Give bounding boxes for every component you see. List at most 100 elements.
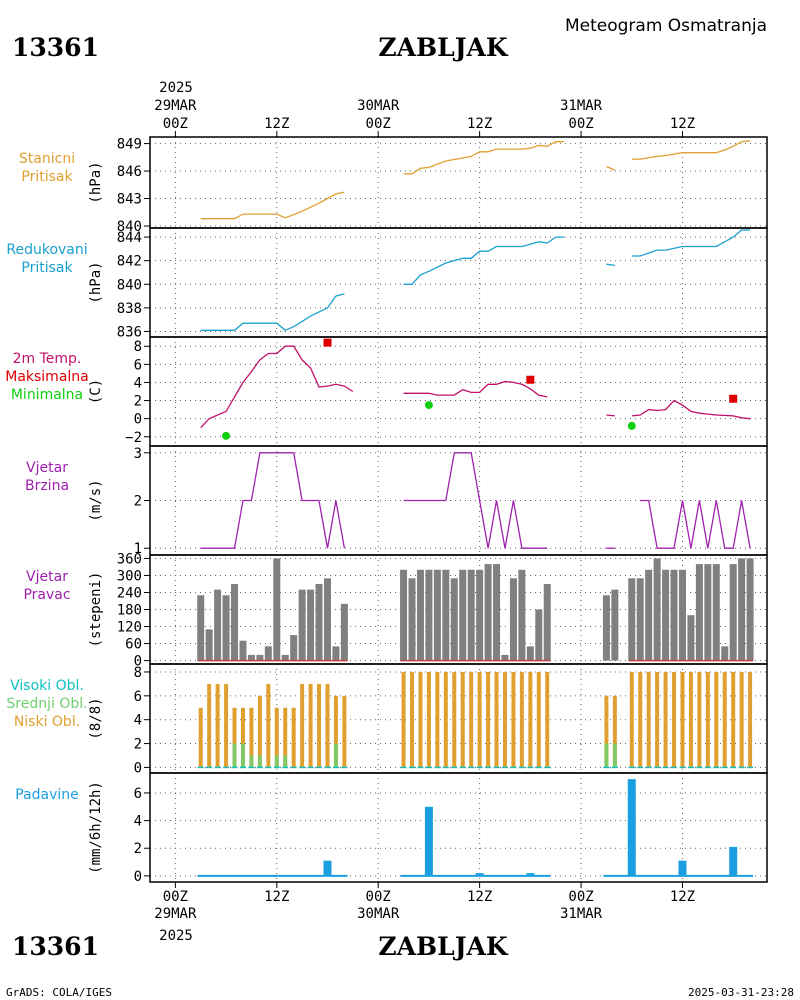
y-tick-label: 2 bbox=[134, 737, 142, 753]
wind-dir-bar bbox=[636, 578, 644, 661]
wind-dir-bar bbox=[264, 646, 272, 661]
panel-label-temperature: Minimalna bbox=[11, 387, 83, 403]
panel-frame bbox=[149, 336, 768, 447]
series-line-wind bbox=[403, 452, 548, 549]
series-line-station_pressure bbox=[606, 165, 616, 171]
footer-timestamp: 2025-03-31-23:28 bbox=[688, 986, 794, 999]
footer-credit: GrADS: COLA/IGES bbox=[6, 986, 112, 999]
low-cloud-bar bbox=[308, 683, 313, 768]
low-cloud-bar bbox=[401, 671, 406, 768]
low-cloud-bar bbox=[325, 683, 330, 768]
y-tick-label: 360 bbox=[117, 551, 142, 567]
low-cloud-bar bbox=[249, 707, 254, 768]
y-tick-label: 120 bbox=[117, 620, 142, 636]
panel-unit: (hPa) bbox=[88, 261, 104, 303]
y-tick-label: 840 bbox=[117, 219, 142, 235]
time-hour-label-top: 00Z bbox=[366, 116, 391, 132]
y-tick-label: 240 bbox=[117, 585, 142, 601]
time-date-label-top: 31MAR bbox=[560, 98, 603, 114]
time-hour-label-top: 00Z bbox=[163, 116, 188, 132]
panel-station_pressure: 840 843 846 849 (hPa) Stanicni Pritisak bbox=[19, 136, 768, 235]
wind-dir-bar bbox=[704, 564, 712, 661]
y-tick-label: 840 bbox=[117, 277, 142, 293]
panel-label-station_pressure: Pritisak bbox=[21, 169, 73, 185]
low-cloud-bar bbox=[528, 671, 533, 768]
wind-dir-bar bbox=[493, 564, 501, 661]
panel-label-wind_dir: Pravac bbox=[23, 587, 70, 603]
tmax-marker bbox=[323, 338, 332, 347]
y-tick-label: 4 bbox=[134, 713, 142, 729]
station-id-bottom: 13361 bbox=[12, 932, 99, 961]
tmax-marker bbox=[526, 375, 535, 384]
time-hour-label-bottom: 00Z bbox=[568, 889, 593, 905]
series-line-station_pressure bbox=[200, 191, 345, 220]
y-tick-label: 300 bbox=[117, 568, 142, 584]
panel-unit: (C) bbox=[88, 379, 104, 404]
series-line-reduced_pressure bbox=[606, 263, 615, 267]
wind-dir-bar bbox=[746, 558, 754, 661]
y-tick-label: 2 bbox=[134, 394, 142, 410]
time-date-label-bottom: 30MAR bbox=[357, 906, 400, 922]
series-line-wind bbox=[640, 499, 751, 549]
y-tick-label: 842 bbox=[117, 254, 142, 270]
wind-dir-bar bbox=[416, 569, 424, 661]
low-cloud-bar bbox=[240, 707, 245, 768]
tmax-marker bbox=[729, 394, 738, 403]
y-tick-label: 0 bbox=[134, 412, 142, 428]
mid-cloud-bar bbox=[604, 743, 609, 768]
low-cloud-bar bbox=[426, 671, 431, 768]
y-tick-label: 1 bbox=[134, 541, 142, 557]
low-cloud-bar bbox=[748, 671, 753, 768]
wind-dir-bar bbox=[484, 564, 492, 661]
wind-dir-bar bbox=[653, 558, 661, 661]
wind-dir-bar bbox=[340, 603, 348, 661]
mid-cloud-bar bbox=[333, 743, 338, 768]
low-cloud-bar bbox=[460, 671, 465, 768]
time-date-label-top: 29MAR bbox=[154, 98, 197, 114]
y-tick-label: 2 bbox=[134, 494, 142, 510]
series-line-temperature bbox=[200, 345, 354, 429]
series-line-reduced_pressure bbox=[200, 293, 345, 332]
wind-dir-bar bbox=[611, 589, 619, 661]
wind-dir-bar bbox=[678, 569, 686, 661]
low-cloud-bar bbox=[663, 671, 668, 768]
low-cloud-bar bbox=[418, 671, 423, 768]
wind-dir-bar bbox=[535, 609, 543, 661]
wind-dir-bar bbox=[602, 595, 610, 661]
series-line-temperature bbox=[403, 380, 548, 398]
station-id: 13361 bbox=[12, 33, 99, 62]
low-cloud-bar bbox=[638, 671, 643, 768]
low-cloud-bar bbox=[646, 671, 651, 768]
wind-dir-bar bbox=[256, 654, 264, 661]
panel-label-reduced_pressure: Redukovani bbox=[6, 242, 87, 258]
low-cloud-bar bbox=[198, 707, 203, 768]
panel-wind: 1 2 3 (m/s) Vjetar Brzina bbox=[25, 445, 768, 557]
low-cloud-bar bbox=[215, 683, 220, 768]
top-year: 2025 bbox=[159, 80, 193, 96]
time-hour-label-top: 12Z bbox=[467, 116, 492, 132]
wind-dir-bar bbox=[247, 654, 255, 661]
low-cloud-bar bbox=[494, 671, 499, 768]
wind-dir-bar bbox=[628, 578, 636, 661]
wind-dir-bar bbox=[729, 564, 737, 661]
y-tick-label: 849 bbox=[117, 137, 142, 153]
panel-label-clouds: Srednji Obl. bbox=[6, 696, 87, 712]
low-cloud-bar bbox=[342, 695, 347, 768]
low-cloud-bar bbox=[519, 671, 524, 768]
y-tick-label: 844 bbox=[117, 230, 142, 246]
wind-dir-bar bbox=[433, 569, 441, 661]
panel-temperature: −2 0 2 4 6 8 (C) 2m Temp. Maksimalna Minimalna bbox=[5, 336, 768, 447]
time-hour-label-bottom: 12Z bbox=[264, 889, 289, 905]
y-tick-label: 8 bbox=[134, 665, 142, 681]
low-cloud-bar bbox=[714, 671, 719, 768]
precip-bar bbox=[678, 860, 687, 876]
wind-dir-bar bbox=[197, 595, 205, 661]
time-date-label-bottom: 31MAR bbox=[560, 906, 603, 922]
wind-dir-bar bbox=[459, 569, 467, 661]
panel-label-clouds: Niski Obl. bbox=[14, 714, 80, 730]
series-line-station_pressure bbox=[631, 140, 751, 160]
panel-unit: (mm/6h/12h) bbox=[88, 781, 104, 874]
chart-subtitle: Meteogram Osmatranja bbox=[565, 16, 767, 36]
low-cloud-bar bbox=[477, 671, 482, 768]
panel-unit: (hPa) bbox=[88, 161, 104, 203]
